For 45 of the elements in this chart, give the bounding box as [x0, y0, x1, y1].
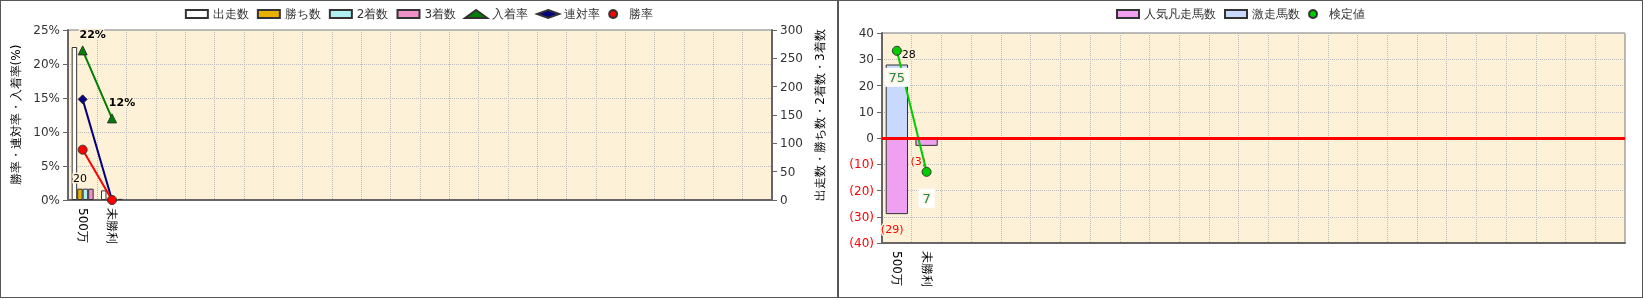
legend-label: 人気凡走馬数 — [1144, 7, 1216, 21]
y-tick-label: 20 — [858, 78, 874, 93]
y-tick-label: 10 — [858, 104, 874, 119]
y-tick-label: 20% — [33, 57, 60, 71]
data-label: 12% — [108, 96, 136, 110]
legend-label: 激走馬数 — [1252, 7, 1300, 21]
x-tick-label: 500万 — [75, 208, 90, 243]
y-axis-title: 勝率・連対率・入着率(%) — [9, 44, 24, 186]
point — [77, 94, 88, 105]
data-label: 22% — [79, 28, 106, 42]
legend-label: 連対率 — [564, 7, 601, 21]
y2-tick-label: 100 — [780, 136, 803, 151]
y2-tick-label: 50 — [780, 164, 796, 179]
legend-label: 出走数 — [212, 7, 249, 21]
y2-tick-label: 200 — [780, 79, 803, 94]
legend-label: 3着数 — [424, 7, 457, 21]
y-tick-label: (20) — [849, 183, 874, 198]
legend-label: 入着率 — [492, 7, 529, 21]
y-tick-label: 15% — [33, 91, 60, 105]
y-tick-label: (10) — [849, 157, 874, 172]
y-tick-label: 0% — [40, 193, 60, 207]
x-tick-label: 未勝利 — [919, 251, 934, 287]
x-tick-label: 未勝利 — [105, 208, 119, 244]
y2-tick-label: 150 — [780, 108, 803, 122]
legend-label: 勝ち数 — [284, 7, 321, 21]
y-tick-label: 30 — [858, 52, 874, 67]
data-label: 75 — [888, 69, 906, 85]
y2-tick-label: 0 — [780, 193, 788, 207]
y-tick-label: 10% — [33, 125, 60, 139]
legend-label: 検定値 — [1329, 7, 1365, 21]
point — [77, 144, 88, 155]
y2-tick-label: 250 — [780, 51, 803, 66]
y-tick-label: 40 — [858, 26, 874, 40]
y2-axis-title: 出走数・勝ち数・2着数・3着数 — [812, 29, 827, 201]
y-tick-label: 5% — [40, 159, 60, 173]
legend-label: 2着数 — [356, 7, 389, 21]
y-tick-label: 0 — [866, 131, 874, 145]
y2-tick-label: 300 — [780, 23, 803, 37]
y-tick-label: (40) — [849, 236, 874, 250]
x-tick-label: 500万 — [889, 251, 904, 286]
y-tick-label: 25% — [33, 23, 60, 37]
data-label: 28 — [901, 47, 916, 61]
data-label: 7 — [922, 190, 931, 206]
legend-label: 勝率 — [629, 7, 654, 21]
y-tick-label: (30) — [849, 209, 874, 224]
